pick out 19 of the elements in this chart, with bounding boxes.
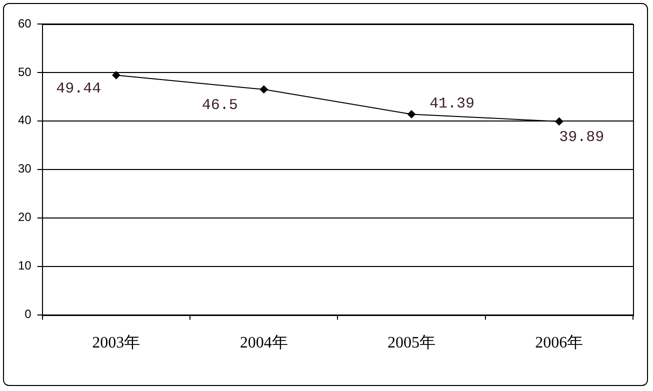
point	[408, 110, 416, 118]
y-tick-label: 10	[18, 258, 32, 273]
y-tick-label: 0	[24, 307, 32, 322]
data-label: 41.39	[430, 96, 475, 113]
point	[555, 117, 564, 126]
point	[260, 85, 268, 94]
point	[112, 71, 120, 80]
y-tick-label: 30	[18, 162, 32, 176]
y-tick-label: 50	[18, 64, 32, 79]
data-label: 46.5	[202, 96, 238, 114]
y-tick-label: 60	[18, 16, 32, 30]
x-tick-label: 2006年	[535, 334, 584, 352]
x-tick-label: 2004年	[240, 334, 288, 352]
x-tick-label: 2005年	[388, 334, 436, 352]
y-tick-label: 20	[18, 210, 32, 224]
y-tick-label: 40	[18, 113, 32, 128]
data-label: 39.89	[559, 128, 604, 146]
data-label: 49.44	[56, 80, 102, 98]
x-tick-label: 2003年	[92, 334, 140, 352]
